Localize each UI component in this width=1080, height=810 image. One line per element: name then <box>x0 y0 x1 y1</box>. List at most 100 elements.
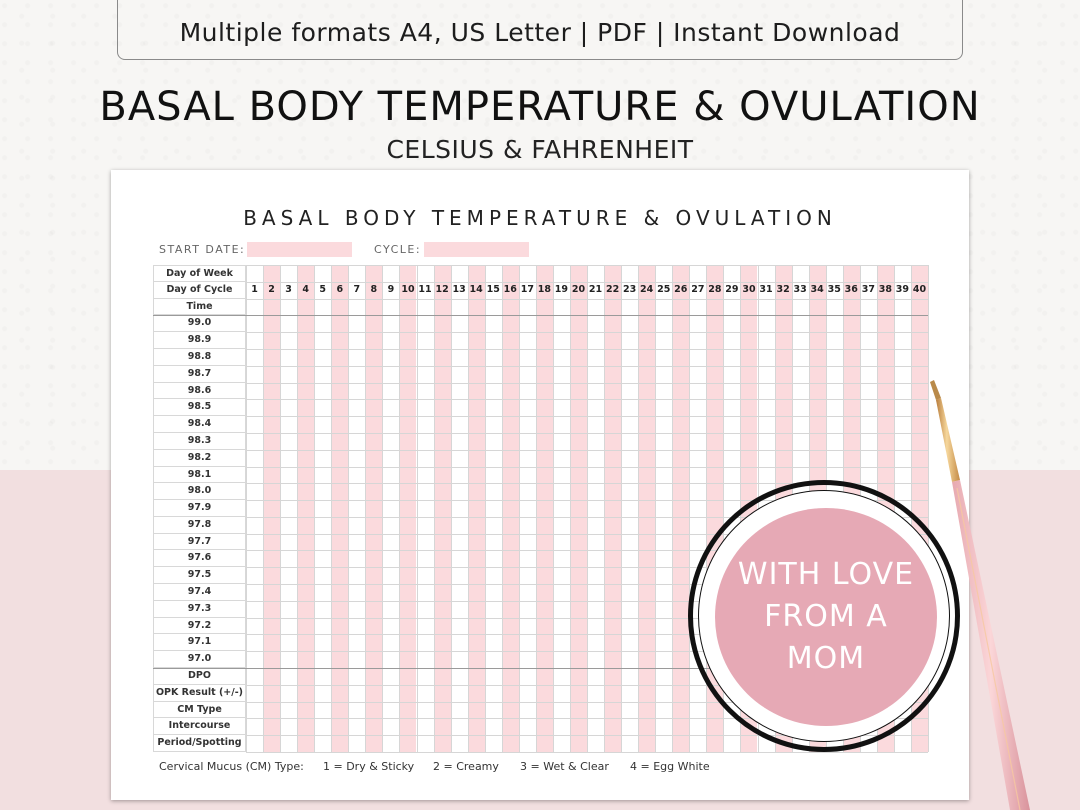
product-title: BASAL BODY TEMPERATURE & OVULATION <box>99 84 981 130</box>
grid-row-line <box>246 752 928 753</box>
start-date-label: START DATE: <box>159 243 246 256</box>
day-number: 36 <box>844 283 858 295</box>
row-label: CM Type <box>153 701 246 719</box>
day-number: 40 <box>912 283 927 295</box>
row-label: 98.4 <box>153 416 246 433</box>
row-label: OPK Result (+/-) <box>153 684 246 702</box>
row-label: 98.0 <box>153 483 246 501</box>
row-label: Time <box>153 298 246 316</box>
day-number: 24 <box>640 283 654 295</box>
row-label: 98.5 <box>153 399 246 417</box>
grid-column-line <box>569 265 571 752</box>
cycle-label: CYCLE: <box>374 243 422 256</box>
stamp-line-1: WITH LOVE <box>737 557 915 592</box>
legend-item-2: 2 = Creamy <box>433 760 499 773</box>
grid-column-line <box>501 265 503 752</box>
grid-column-line <box>263 265 265 752</box>
day-number: 15 <box>486 283 500 295</box>
column-band <box>569 265 587 752</box>
column-band <box>297 265 315 752</box>
day-number: 1 <box>251 283 258 295</box>
day-number: 33 <box>793 283 807 295</box>
grid-column-line <box>928 265 929 752</box>
column-band <box>263 265 281 752</box>
grid-column-line <box>621 265 623 752</box>
day-number: 21 <box>588 283 603 295</box>
row-label: 98.7 <box>153 365 246 383</box>
day-number: 13 <box>452 283 466 295</box>
row-label: Period/Spotting <box>153 735 246 752</box>
day-number: 14 <box>469 283 483 295</box>
day-number: 23 <box>623 283 637 295</box>
grid-column-line <box>518 265 520 752</box>
row-label: 98.1 <box>153 466 246 484</box>
day-number: 16 <box>503 283 517 295</box>
day-number: 34 <box>810 283 824 295</box>
legend-item-3: 3 = Wet & Clear <box>520 760 609 773</box>
column-band <box>501 265 519 752</box>
grid-column-line <box>552 265 554 752</box>
grid-column-line <box>314 265 316 752</box>
day-number: 26 <box>674 283 688 295</box>
stamp-line-3: MOM <box>786 641 866 676</box>
row-label: 97.2 <box>153 617 246 635</box>
row-label: 98.8 <box>153 348 246 366</box>
day-number: 20 <box>571 283 586 295</box>
grid-column-line <box>587 265 588 752</box>
love-stamp-badge: WITH LOVE FROM A MOM <box>715 508 937 726</box>
grid-column-line <box>535 265 537 752</box>
day-number: 31 <box>759 283 773 295</box>
day-number: 19 <box>554 283 569 295</box>
row-label: Day of Week <box>153 265 246 282</box>
column-band <box>672 265 690 752</box>
day-number: 17 <box>520 283 534 295</box>
grid-column-line <box>689 265 691 752</box>
row-label: 97.3 <box>153 600 246 618</box>
legend-heading: Cervical Mucus (CM) Type: <box>159 760 304 773</box>
product-subtitle: CELSIUS & FAHRENHEIT <box>386 135 694 164</box>
column-band <box>638 265 656 752</box>
row-label: 97.7 <box>153 533 246 551</box>
grid-column-line <box>416 265 418 752</box>
start-date-field <box>247 242 352 257</box>
day-number: 10 <box>401 283 415 295</box>
section-separator <box>153 668 928 670</box>
day-number: 22 <box>605 283 620 295</box>
day-number: 25 <box>657 283 671 295</box>
grid-column-line <box>450 265 452 752</box>
grid-column-line <box>604 265 606 752</box>
column-band <box>399 265 417 752</box>
row-label: 97.1 <box>153 634 246 652</box>
column-band <box>331 265 349 752</box>
day-number: 7 <box>353 283 361 295</box>
grid-column-line <box>467 265 469 752</box>
day-number: 27 <box>691 283 705 295</box>
stamp-line-2: FROM A <box>764 599 888 634</box>
day-number: 8 <box>370 283 378 295</box>
grid-column-line <box>280 265 282 752</box>
day-number: 3 <box>285 283 292 295</box>
day-number: 32 <box>776 283 790 295</box>
row-label: 98.3 <box>153 432 246 450</box>
row-label: Intercourse <box>153 718 246 736</box>
day-number: 39 <box>895 283 910 295</box>
grid-column-line <box>638 265 640 752</box>
grid-column-line <box>484 265 486 752</box>
day-number: 28 <box>708 283 722 295</box>
grid-column-line <box>655 265 657 752</box>
column-band <box>604 265 622 752</box>
column-band <box>467 265 485 752</box>
day-number: 38 <box>878 283 892 295</box>
day-number: 18 <box>537 283 551 295</box>
day-number: 4 <box>302 283 309 295</box>
row-label: 97.0 <box>153 651 246 669</box>
grid-column-line <box>433 265 435 752</box>
legend-item-4: 4 = Egg White <box>630 760 710 773</box>
day-number: 2 <box>268 283 275 295</box>
row-label: DPO <box>153 668 246 685</box>
grid-column-line <box>910 265 912 752</box>
grid-column-line <box>365 265 367 752</box>
day-number: 11 <box>418 283 432 295</box>
column-band <box>365 265 383 752</box>
row-label: 99.0 <box>153 315 246 333</box>
